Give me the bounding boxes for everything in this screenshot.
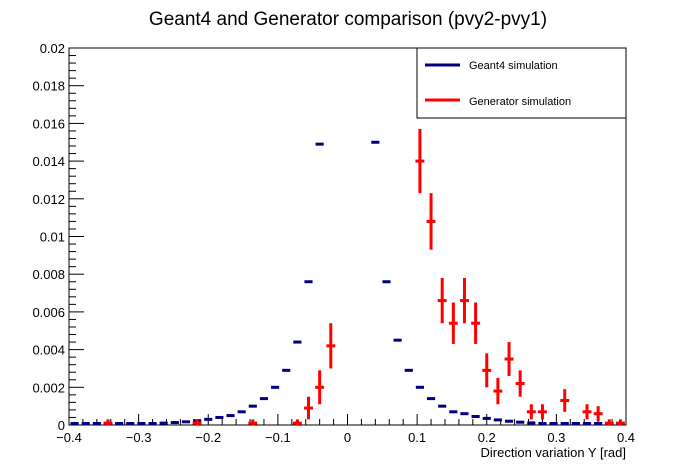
y-axis: 0 0.002 0.004 0.006 0.008 0.01 0.012 0.014 0.016… bbox=[32, 41, 84, 433]
y-tick-label: 0.012 bbox=[32, 192, 65, 207]
y-tick-label: 0.006 bbox=[32, 305, 65, 320]
y-tick-label: 0.016 bbox=[32, 116, 65, 131]
x-tick-label: 0.4 bbox=[617, 430, 635, 445]
x-tick-label: −0.4 bbox=[56, 430, 82, 445]
legend-label-generator: Generator simulation bbox=[469, 96, 571, 108]
y-tick-label: 0.018 bbox=[32, 79, 65, 94]
chart-title: Geant4 and Generator comparison (pvy2-pv… bbox=[149, 9, 547, 30]
legend-label-geant4: Geant4 simulation bbox=[469, 60, 558, 72]
y-tick-label: 0.02 bbox=[40, 41, 65, 56]
y-tick-label: 0 bbox=[58, 418, 65, 433]
y-tick-label: 0.004 bbox=[32, 343, 65, 358]
y-tick-label: 0.01 bbox=[40, 230, 65, 245]
x-tick-label: −0.3 bbox=[126, 430, 152, 445]
x-axis-label: Direction variation Y [rad] bbox=[481, 445, 626, 460]
series-generator bbox=[103, 129, 625, 425]
x-tick-label: 0.1 bbox=[408, 430, 426, 445]
x-tick-label: 0.3 bbox=[547, 430, 565, 445]
x-tick-label: 0.2 bbox=[478, 430, 496, 445]
legend-box bbox=[416, 47, 627, 119]
x-tick-label: −0.2 bbox=[195, 430, 221, 445]
x-axis: −0.4 −0.3 −0.2 −0.1 0 0.1 0.2 0.3 0.4 bbox=[56, 414, 635, 445]
legend: Geant4 simulation Generator simulation bbox=[416, 47, 627, 119]
y-tick-label: 0.014 bbox=[32, 154, 65, 169]
y-tick-label: 0.008 bbox=[32, 267, 65, 282]
x-tick-label: −0.1 bbox=[265, 430, 291, 445]
y-tick-label: 0.002 bbox=[32, 380, 65, 395]
x-tick-label: 0 bbox=[344, 430, 351, 445]
